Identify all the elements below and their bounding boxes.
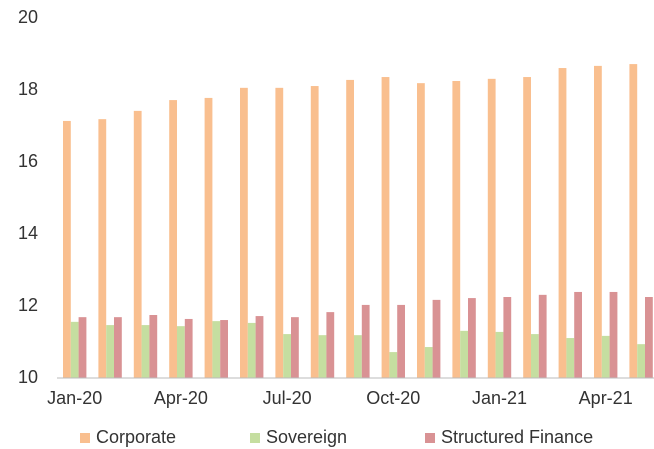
legend-swatch xyxy=(425,433,435,443)
bar xyxy=(645,297,653,378)
bar xyxy=(424,347,433,378)
y-tick-label: 14 xyxy=(18,223,38,243)
bar xyxy=(594,65,602,378)
legend-label: Sovereign xyxy=(266,427,347,447)
bar xyxy=(609,291,618,378)
bar xyxy=(354,335,362,378)
bar xyxy=(184,318,193,378)
bar xyxy=(63,120,71,379)
bar xyxy=(558,68,567,378)
bar xyxy=(177,326,185,378)
bar xyxy=(381,77,390,378)
y-tick-label: 12 xyxy=(18,295,38,315)
y-tick-label: 20 xyxy=(18,7,38,27)
bar xyxy=(149,315,158,378)
bar xyxy=(291,317,299,378)
bar xyxy=(204,97,213,379)
y-tick-label: 18 xyxy=(18,79,38,99)
bar xyxy=(70,321,79,378)
x-tick-label: Apr-21 xyxy=(579,388,633,408)
bar xyxy=(318,335,327,378)
bar xyxy=(487,78,496,378)
bar xyxy=(601,335,610,378)
bar xyxy=(346,79,354,379)
x-tick-label: Apr-20 xyxy=(154,388,208,408)
bar xyxy=(106,325,114,378)
y-tick-label: 16 xyxy=(18,151,38,171)
x-tick-label: Jan-20 xyxy=(47,388,102,408)
bar xyxy=(432,299,441,378)
bar xyxy=(495,331,504,378)
bar xyxy=(114,317,122,378)
bar xyxy=(503,297,512,378)
bar xyxy=(468,298,476,378)
legend-swatch xyxy=(80,433,90,443)
bar xyxy=(133,110,142,378)
legend-swatch xyxy=(250,433,260,443)
bar xyxy=(574,291,582,378)
legend-label: Structured Finance xyxy=(441,427,593,447)
bar xyxy=(240,87,248,378)
bar xyxy=(361,304,370,378)
bar xyxy=(255,316,264,378)
legend-label: Corporate xyxy=(96,427,176,447)
x-tick-label: Jul-20 xyxy=(263,388,312,408)
bar xyxy=(212,321,221,378)
bar xyxy=(98,119,107,378)
bar xyxy=(629,64,638,378)
bar xyxy=(283,334,291,378)
bar xyxy=(538,294,547,378)
bar xyxy=(460,330,468,378)
bar xyxy=(247,322,256,378)
bar xyxy=(452,81,461,378)
bar xyxy=(326,312,335,378)
x-tick-label: Jan-21 xyxy=(472,388,527,408)
bar xyxy=(310,86,319,378)
bar xyxy=(275,87,284,378)
y-tick-label: 10 xyxy=(18,367,38,387)
bar xyxy=(531,334,539,378)
bar xyxy=(417,83,425,378)
bar xyxy=(566,338,575,378)
x-tick-label: Oct-20 xyxy=(366,388,420,408)
bar xyxy=(397,304,405,378)
bar xyxy=(78,317,87,378)
bar xyxy=(523,77,531,378)
bar xyxy=(389,352,398,378)
bar xyxy=(141,325,150,378)
bar xyxy=(169,100,177,378)
bar xyxy=(220,320,228,378)
bar xyxy=(637,344,645,378)
